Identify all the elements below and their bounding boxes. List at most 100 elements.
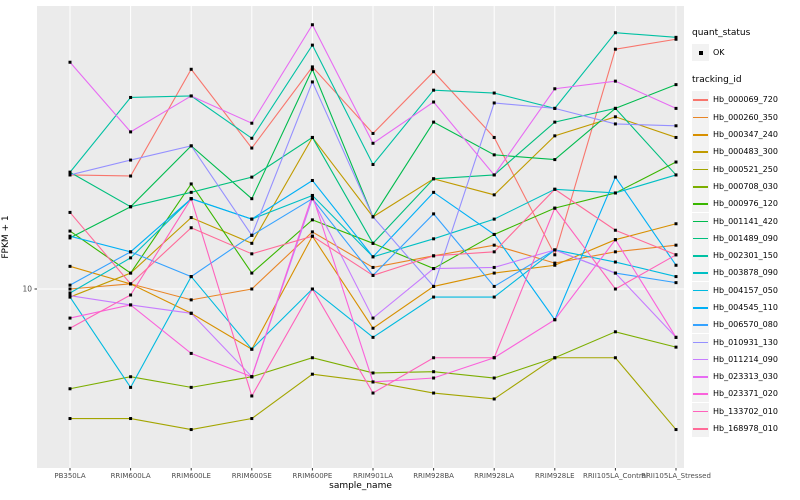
- legend-title-tracking-id: tracking_id: [692, 75, 742, 86]
- legend-item-label: Hb_011214_090: [713, 354, 778, 364]
- point-marker: [310, 287, 314, 291]
- point-marker: [189, 275, 193, 279]
- point-marker: [613, 287, 617, 291]
- x-tick-label: RRIM901LA: [353, 472, 393, 480]
- point-marker: [492, 271, 496, 275]
- point-marker: [432, 237, 436, 241]
- point-marker: [68, 236, 72, 240]
- point-marker: [68, 173, 72, 177]
- point-marker: [189, 351, 193, 355]
- point-marker: [68, 210, 72, 214]
- point-marker: [432, 177, 436, 181]
- legend-key-swatch: [692, 195, 709, 213]
- point-marker: [250, 287, 254, 291]
- legend-item-label: Hb_000069_720: [713, 95, 778, 105]
- x-tick-label: PB350LA: [54, 472, 85, 480]
- legend-key-line-icon: [693, 376, 708, 378]
- point-marker: [189, 182, 193, 186]
- legend-item-label: Hb_023313_030: [713, 372, 778, 382]
- point-marker: [674, 35, 678, 39]
- point-marker: [250, 136, 254, 140]
- point-marker: [613, 175, 617, 179]
- point-marker: [310, 23, 314, 27]
- legend-key-line-icon: [693, 341, 708, 344]
- point-marker: [310, 43, 314, 47]
- panel-background: [37, 6, 684, 468]
- legend-key-line-icon: [693, 168, 708, 171]
- point-marker: [129, 375, 133, 379]
- legend-key-swatch: [692, 333, 709, 351]
- point-marker: [553, 187, 557, 191]
- point-marker: [492, 356, 496, 360]
- point-marker: [492, 232, 496, 236]
- legend-item-label: Hb_000260_350: [713, 112, 778, 122]
- point-marker: [492, 135, 496, 139]
- point-marker: [129, 95, 133, 99]
- point-marker: [613, 79, 617, 83]
- point-marker: [553, 356, 557, 360]
- point-marker: [553, 261, 557, 265]
- legend-item: Hb_000976_120: [692, 195, 798, 213]
- point-marker: [250, 197, 254, 201]
- point-marker: [432, 356, 436, 360]
- legend-key-swatch: [692, 229, 709, 247]
- point-marker: [310, 178, 314, 182]
- legend-item-label: Hb_000708_030: [713, 181, 778, 191]
- point-marker: [129, 293, 133, 297]
- legend-key-swatch: [692, 420, 709, 438]
- point-marker: [68, 283, 72, 287]
- legend-key-swatch: [692, 247, 709, 265]
- legend-item: Hb_000347_240: [692, 126, 798, 144]
- point-marker: [613, 271, 617, 275]
- x-tick-label: RRII105LA_Stressed: [641, 472, 711, 480]
- point-marker: [674, 222, 678, 226]
- point-marker: [432, 70, 436, 74]
- legend-key-line-icon: [693, 203, 708, 205]
- point-marker: [432, 212, 436, 216]
- point-marker: [492, 265, 496, 269]
- y-axis-title: FPKM + 1: [1, 215, 11, 259]
- point-marker: [371, 241, 375, 245]
- point-marker: [553, 263, 557, 267]
- point-marker: [189, 144, 193, 148]
- legend-key-swatch: [692, 299, 709, 316]
- point-marker: [371, 265, 375, 269]
- point-marker: [310, 234, 314, 238]
- legend-item: Hb_004545_110: [692, 299, 798, 316]
- point-marker: [371, 335, 375, 339]
- point-marker: [310, 356, 314, 360]
- point-marker: [613, 191, 617, 195]
- legend-key-line-icon: [693, 358, 708, 361]
- point-marker: [371, 255, 375, 259]
- point-marker: [492, 295, 496, 299]
- legend-item-label: OK: [713, 48, 725, 58]
- point-marker: [371, 163, 375, 167]
- point-marker: [492, 193, 496, 197]
- point-marker: [129, 130, 133, 134]
- point-marker: [674, 135, 678, 139]
- point-marker: [310, 372, 314, 376]
- point-marker: [250, 271, 254, 275]
- legend-key-swatch: [692, 212, 709, 230]
- x-axis-title: sample_name: [329, 481, 392, 491]
- legend-item-label: Hb_000483_300: [713, 147, 778, 157]
- point-marker: [250, 347, 254, 351]
- point-marker: [432, 370, 436, 374]
- point-marker: [68, 291, 72, 295]
- point-marker: [189, 94, 193, 98]
- point-marker: [553, 318, 557, 322]
- point-marker: [129, 256, 133, 260]
- point-marker: [310, 67, 314, 71]
- point-marker: [492, 153, 496, 157]
- legend-key-point: [692, 44, 709, 62]
- point-marker: [553, 158, 557, 162]
- legend-key-swatch: [692, 350, 709, 368]
- legend-key-swatch: [692, 108, 709, 126]
- legend-item-label: Hb_000976_120: [713, 199, 778, 209]
- point-marker: [553, 120, 557, 124]
- point-marker: [674, 263, 678, 267]
- legend-key-line-icon: [693, 134, 708, 136]
- point-marker: [432, 284, 436, 288]
- legend-key-line-icon: [693, 428, 708, 430]
